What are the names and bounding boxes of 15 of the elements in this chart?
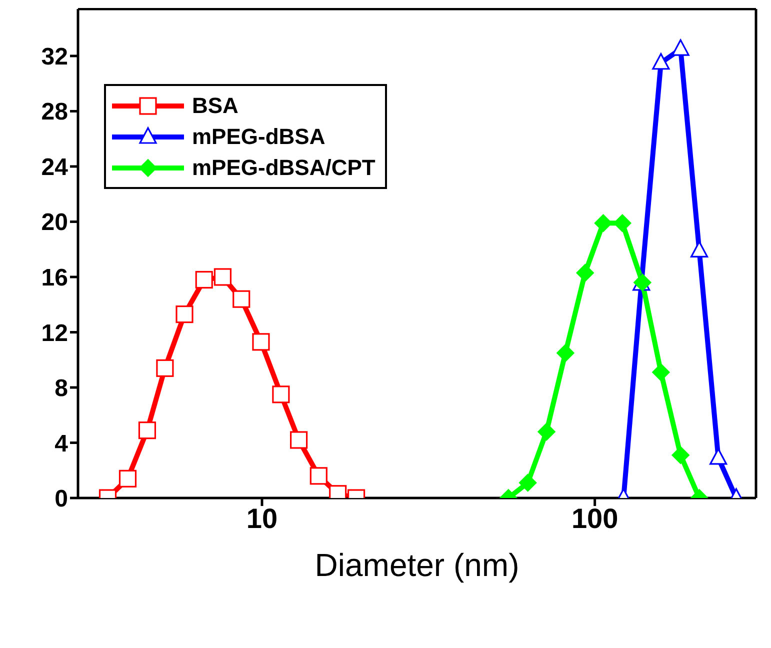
y-tick-label: 12 [41, 320, 68, 347]
y-tick-label: 16 [41, 264, 68, 292]
legend-label: mPEG-dBSA [192, 124, 326, 150]
x-tick-label: 100 [571, 502, 618, 534]
x-tick-label: 10 [246, 502, 278, 534]
x-axis-title: Diameter (nm) [314, 547, 520, 583]
y-tick-label: 8 [54, 375, 68, 402]
legend-label: BSA [192, 92, 238, 118]
y-tick-label: 4 [54, 430, 69, 458]
legend-label: mPEG-dBSA/CPT [192, 154, 376, 180]
y-tick-label: 32 [41, 43, 68, 70]
y-tick-label: 0 [54, 486, 68, 513]
y-tick-label: 28 [41, 98, 68, 126]
y-tick-label: 20 [41, 209, 68, 236]
y-tick-label: 24 [41, 154, 69, 181]
